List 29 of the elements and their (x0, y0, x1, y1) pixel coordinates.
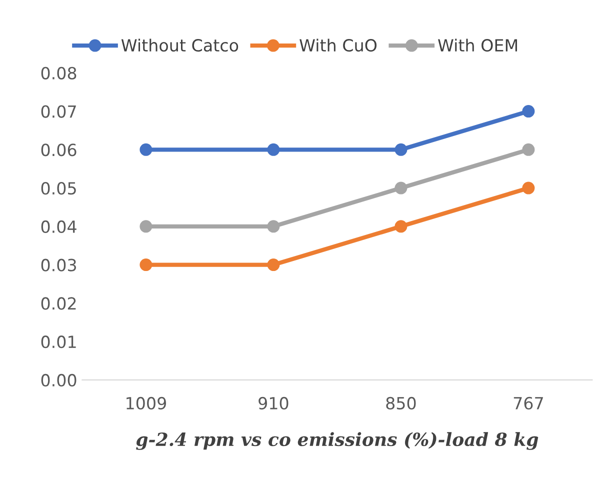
legend-label: With OEM (438, 38, 517, 52)
legend-label: Without Catco (121, 38, 238, 52)
y-tick-label: 0.05 (41, 182, 76, 195)
y-tick-label: 0.03 (41, 258, 76, 272)
y-tick-label: 0.04 (41, 220, 76, 233)
point (522, 182, 535, 194)
point (140, 220, 152, 233)
y-tick-label: 0.00 (41, 374, 76, 387)
point (267, 258, 280, 272)
x-tick-label: 910 (258, 396, 288, 410)
y-tick-label: 0.01 (41, 336, 76, 348)
point (140, 143, 152, 156)
point (522, 105, 535, 118)
point (394, 143, 408, 156)
legend-label: With CuO (300, 38, 377, 52)
point (267, 143, 280, 156)
point (394, 182, 408, 194)
point (140, 258, 152, 272)
point (522, 143, 535, 156)
y-tick-label: 0.08 (41, 66, 76, 80)
x-axis-title: g-2.4 rpm vs co emissions (%)-load 8 kg (136, 432, 538, 450)
x-tick-label: 1009 (126, 396, 166, 410)
x-tick-label: 850 (386, 396, 416, 410)
x-tick-label: 767 (514, 396, 543, 410)
y-tick-label: 0.02 (41, 297, 76, 310)
point (394, 220, 408, 233)
point (267, 220, 280, 233)
y-tick-label: 0.07 (41, 105, 76, 118)
y-tick-label: 0.06 (41, 144, 76, 156)
